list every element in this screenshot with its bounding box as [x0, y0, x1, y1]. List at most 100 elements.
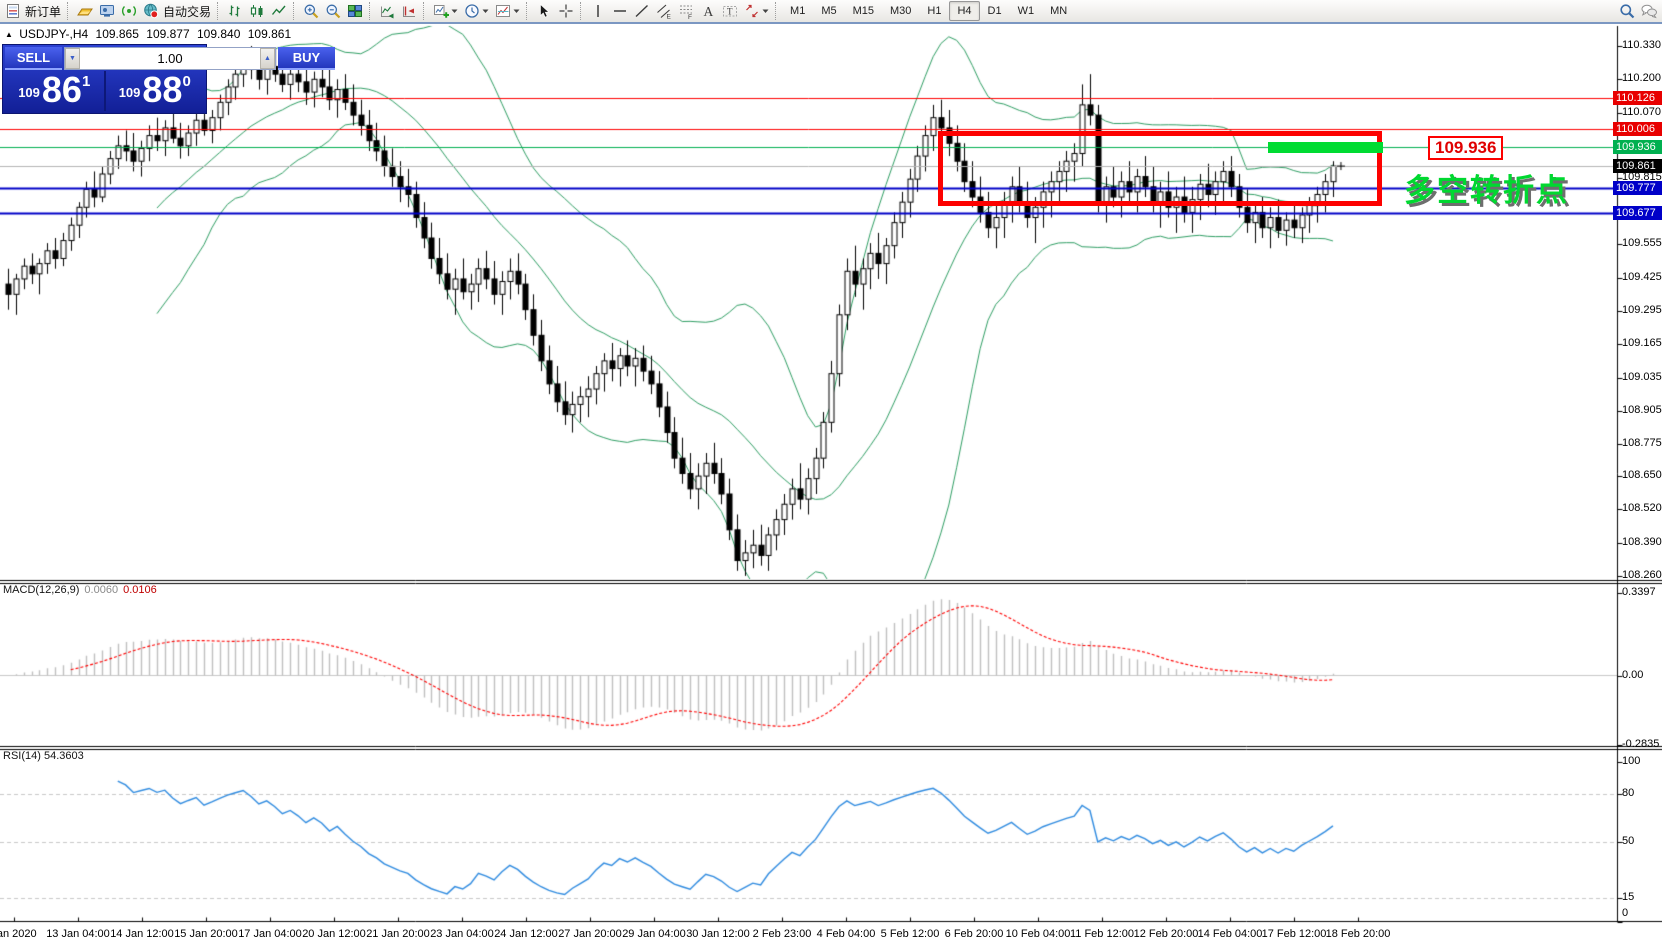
timeframe-d1-button[interactable]: D1 — [987, 5, 1002, 17]
chat-icon — [1641, 3, 1657, 19]
cursor-icon — [536, 3, 552, 19]
timeframe-m1-button[interactable]: M1 — [790, 5, 806, 17]
macd-hist-value: 0.0060 — [84, 584, 119, 596]
dropdown-arrow-icon — [451, 7, 458, 16]
volume-decrease-button[interactable] — [65, 48, 80, 69]
time-axis-label: 29 Jan 04:00 — [622, 928, 686, 940]
ohlc-high: 109.877 — [146, 27, 190, 41]
price-tick-label: 108.520 — [1622, 502, 1662, 515]
signal-button[interactable] — [118, 1, 140, 21]
price-tick-label: 109.165 — [1622, 337, 1662, 350]
buy-price-display[interactable]: 109880 — [106, 71, 205, 111]
monitor-icon — [99, 3, 115, 19]
cursor-button[interactable] — [533, 1, 555, 21]
sell-button[interactable]: SELL — [5, 47, 62, 70]
price-tick-label: 110.200 — [1622, 72, 1661, 85]
svg-text:T: T — [727, 7, 733, 17]
price-divider — [103, 71, 106, 111]
autotrading-button[interactable]: 自动交易 — [140, 1, 214, 21]
toolbar-separator — [580, 2, 584, 20]
tile-windows-icon — [347, 3, 363, 19]
equidistant-channel-button[interactable]: E — [653, 1, 675, 21]
price-line-label: 109.936 — [1613, 139, 1662, 154]
time-axis-label: 6 Feb 20:00 — [944, 928, 1004, 940]
turning-point-annotation[interactable]: 多空转折点 — [1404, 173, 1569, 208]
trendline-button[interactable] — [631, 1, 653, 21]
template-icon — [495, 3, 511, 19]
price-annotation-flag[interactable]: 109.936 — [1428, 136, 1504, 160]
toolbar-separator — [423, 2, 427, 20]
templates-button[interactable] — [492, 1, 523, 21]
time-axis-label: 20 Jan 12:00 — [302, 928, 366, 940]
line-chart-button[interactable] — [268, 1, 290, 21]
arrows-button[interactable] — [741, 1, 772, 21]
dropdown-arrow-icon — [513, 7, 520, 16]
fibonacci-button[interactable]: F — [675, 1, 697, 21]
timeframe-m5-button[interactable]: M5 — [821, 5, 837, 17]
indicators-button[interactable] — [430, 1, 461, 21]
zoom-out-button[interactable] — [322, 1, 344, 21]
text-label-button[interactable]: T — [719, 1, 741, 21]
candlestick-button[interactable] — [246, 1, 268, 21]
periods-button[interactable] — [461, 1, 492, 21]
volume-control — [64, 47, 276, 70]
time-axis-label: Jan 2020 — [0, 928, 37, 940]
volume-increase-button[interactable] — [260, 48, 275, 69]
candlestick-icon — [249, 3, 265, 19]
dropdown-arrow-icon — [482, 7, 489, 16]
svg-text:E: E — [667, 14, 672, 20]
price-tick-label: 109.295 — [1622, 303, 1662, 316]
ohlc-close: 109.861 — [247, 27, 292, 41]
time-axis-label: 10 Feb 04:00 — [1005, 928, 1071, 940]
price-line-label: 109.777 — [1613, 180, 1662, 195]
timeframe-h1-button[interactable]: H1 — [927, 5, 942, 17]
text-button[interactable]: A — [697, 1, 719, 21]
timeframe-h4-button[interactable]: H4 — [949, 1, 980, 21]
market-watch-button[interactable] — [74, 1, 96, 21]
timeframe-w1-button[interactable]: W1 — [1017, 5, 1035, 17]
time-axis-label: 4 Feb 04:00 — [816, 928, 876, 940]
sell-price-display[interactable]: 109861 — [5, 71, 104, 111]
zoom-in-button[interactable] — [300, 1, 322, 21]
buy-button[interactable]: BUY — [278, 47, 335, 70]
crosshair-button[interactable] — [555, 1, 577, 21]
price-tick-label: 108.775 — [1622, 437, 1662, 450]
search-button[interactable] — [1616, 1, 1638, 21]
horizontal-line-button[interactable] — [609, 1, 631, 21]
auto-scroll-button[interactable] — [376, 1, 398, 21]
price-tick-label: 109.035 — [1622, 370, 1662, 383]
toolbar-separator — [217, 2, 221, 20]
timeframe-mn-button[interactable]: MN — [1050, 5, 1068, 17]
macd-signal-value: 0.0106 — [123, 584, 157, 596]
consolidation-rectangle-object[interactable] — [938, 131, 1382, 206]
key-level-highlight-bar[interactable] — [1268, 142, 1383, 153]
timeframe-m15-button[interactable]: M15 — [852, 5, 874, 17]
label-icon: T — [722, 3, 738, 19]
new-order-button[interactable]: 新订单 — [2, 1, 64, 21]
bar-chart-button[interactable] — [224, 1, 246, 21]
time-axis-label: 13 Jan 04:00 — [46, 928, 110, 940]
vertical-line-button[interactable] — [587, 1, 609, 21]
price-line-label: 109.677 — [1613, 206, 1662, 221]
time-axis-label: 14 Jan 12:00 — [110, 928, 174, 940]
main-toolbar: 新订单 自动交易 E F A T M1 M5 M15 M30 H1 H4 D1 W1 MN — [0, 0, 1662, 24]
crosshair-icon — [558, 3, 574, 19]
chart-shift-button[interactable] — [398, 1, 420, 21]
vertical-line-icon — [590, 3, 606, 19]
buy-price-sup: 0 — [182, 73, 191, 90]
search-icon — [1619, 3, 1635, 19]
timeframe-m30-button[interactable]: M30 — [890, 5, 912, 17]
tile-windows-button[interactable] — [344, 1, 366, 21]
horizontal-line-icon — [612, 3, 628, 19]
zoom-out-icon — [325, 3, 341, 19]
community-chat-button[interactable] — [1638, 1, 1660, 21]
ohlc-open: 109.865 — [95, 27, 139, 41]
rsi-axis-label: 50 — [1622, 834, 1635, 847]
macd-axis-label: 0.00 — [1622, 668, 1644, 681]
macd-axis-label: -0.2835 — [1622, 737, 1660, 750]
svg-text:F: F — [688, 14, 692, 19]
terminal-button[interactable] — [96, 1, 118, 21]
volume-input[interactable] — [80, 48, 260, 69]
